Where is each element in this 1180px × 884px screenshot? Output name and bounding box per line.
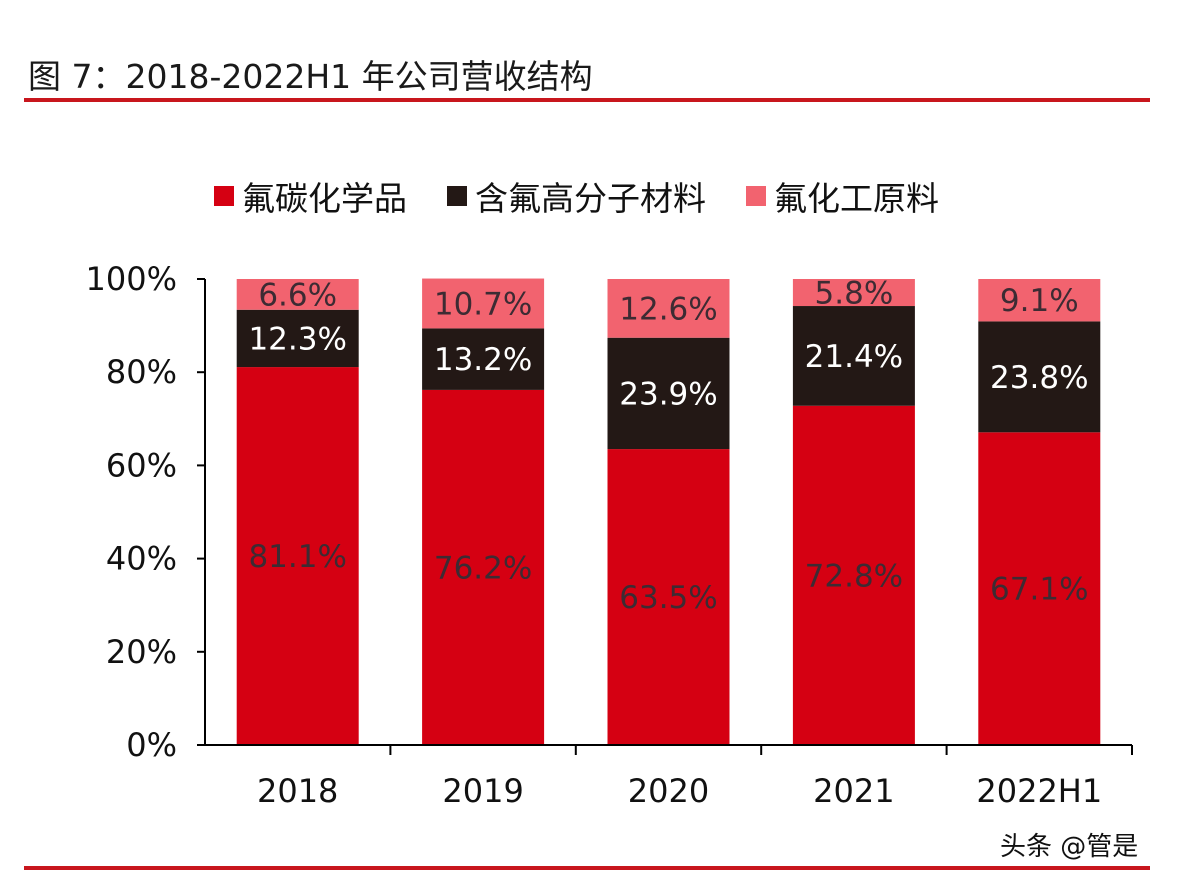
legend: 氟碳化学品 含氟高分子材料 氟化工原料	[214, 172, 939, 220]
figure-title: 图 7：2018-2022H1 年公司营收结构	[28, 57, 593, 96]
y-tick-label: 80%	[106, 353, 177, 391]
bottom-rule	[24, 866, 1150, 870]
data-label: 12.3%	[248, 321, 346, 357]
bar-segment	[422, 389, 545, 745]
y-tick-label: 100%	[86, 260, 177, 298]
data-label: 5.8%	[815, 276, 894, 312]
legend-swatch	[214, 186, 234, 206]
data-label: 76.2%	[434, 550, 532, 586]
bar-segment	[978, 432, 1101, 745]
legend-label: 含氟高分子材料	[475, 179, 706, 218]
data-label: 13.2%	[434, 342, 532, 378]
y-tick-label: 60%	[106, 446, 177, 484]
data-label: 67.1%	[990, 572, 1088, 608]
legend-item: 含氟高分子材料	[447, 172, 706, 220]
title-rule	[24, 98, 1150, 102]
x-tick-label: 2021	[813, 772, 894, 810]
watermark: 头条 @管是	[1000, 832, 1139, 862]
legend-item: 氟碳化学品	[214, 172, 407, 220]
bar-segment	[236, 279, 359, 310]
bar-segment	[422, 328, 545, 390]
bar-segment	[607, 449, 730, 745]
bar-segment	[607, 337, 730, 450]
data-label: 23.9%	[619, 376, 717, 412]
bar-segment	[236, 309, 359, 368]
data-label: 23.8%	[990, 360, 1088, 396]
x-tick-label: 2019	[442, 772, 523, 810]
data-label: 21.4%	[805, 339, 903, 375]
x-tick-label: 2018	[257, 772, 338, 810]
bar-segment	[607, 279, 730, 338]
data-label: 72.8%	[805, 558, 903, 594]
x-tick-label: 2022H1	[976, 772, 1102, 810]
data-label: 10.7%	[434, 286, 532, 322]
bar-segment	[792, 306, 915, 406]
bar-segment	[422, 278, 545, 329]
data-label: 81.1%	[248, 539, 346, 575]
bar-segment	[236, 367, 359, 745]
x-tick-label: 2020	[628, 772, 709, 810]
y-tick-label: 40%	[106, 540, 177, 578]
legend-swatch	[746, 186, 766, 206]
legend-label: 氟化工原料	[774, 179, 939, 218]
legend-item: 氟化工原料	[746, 172, 939, 220]
y-tick-label: 0%	[126, 726, 177, 764]
data-label: 12.6%	[619, 291, 717, 327]
bar-segment	[978, 279, 1101, 322]
bar-segment	[792, 405, 915, 745]
bar-segment	[792, 279, 915, 307]
bar-segment	[978, 321, 1101, 433]
legend-swatch	[447, 186, 467, 206]
data-label: 6.6%	[258, 277, 337, 313]
legend-label: 氟碳化学品	[242, 179, 407, 218]
data-label: 63.5%	[619, 580, 717, 616]
data-label: 9.1%	[1000, 283, 1079, 319]
y-tick-label: 20%	[106, 633, 177, 671]
